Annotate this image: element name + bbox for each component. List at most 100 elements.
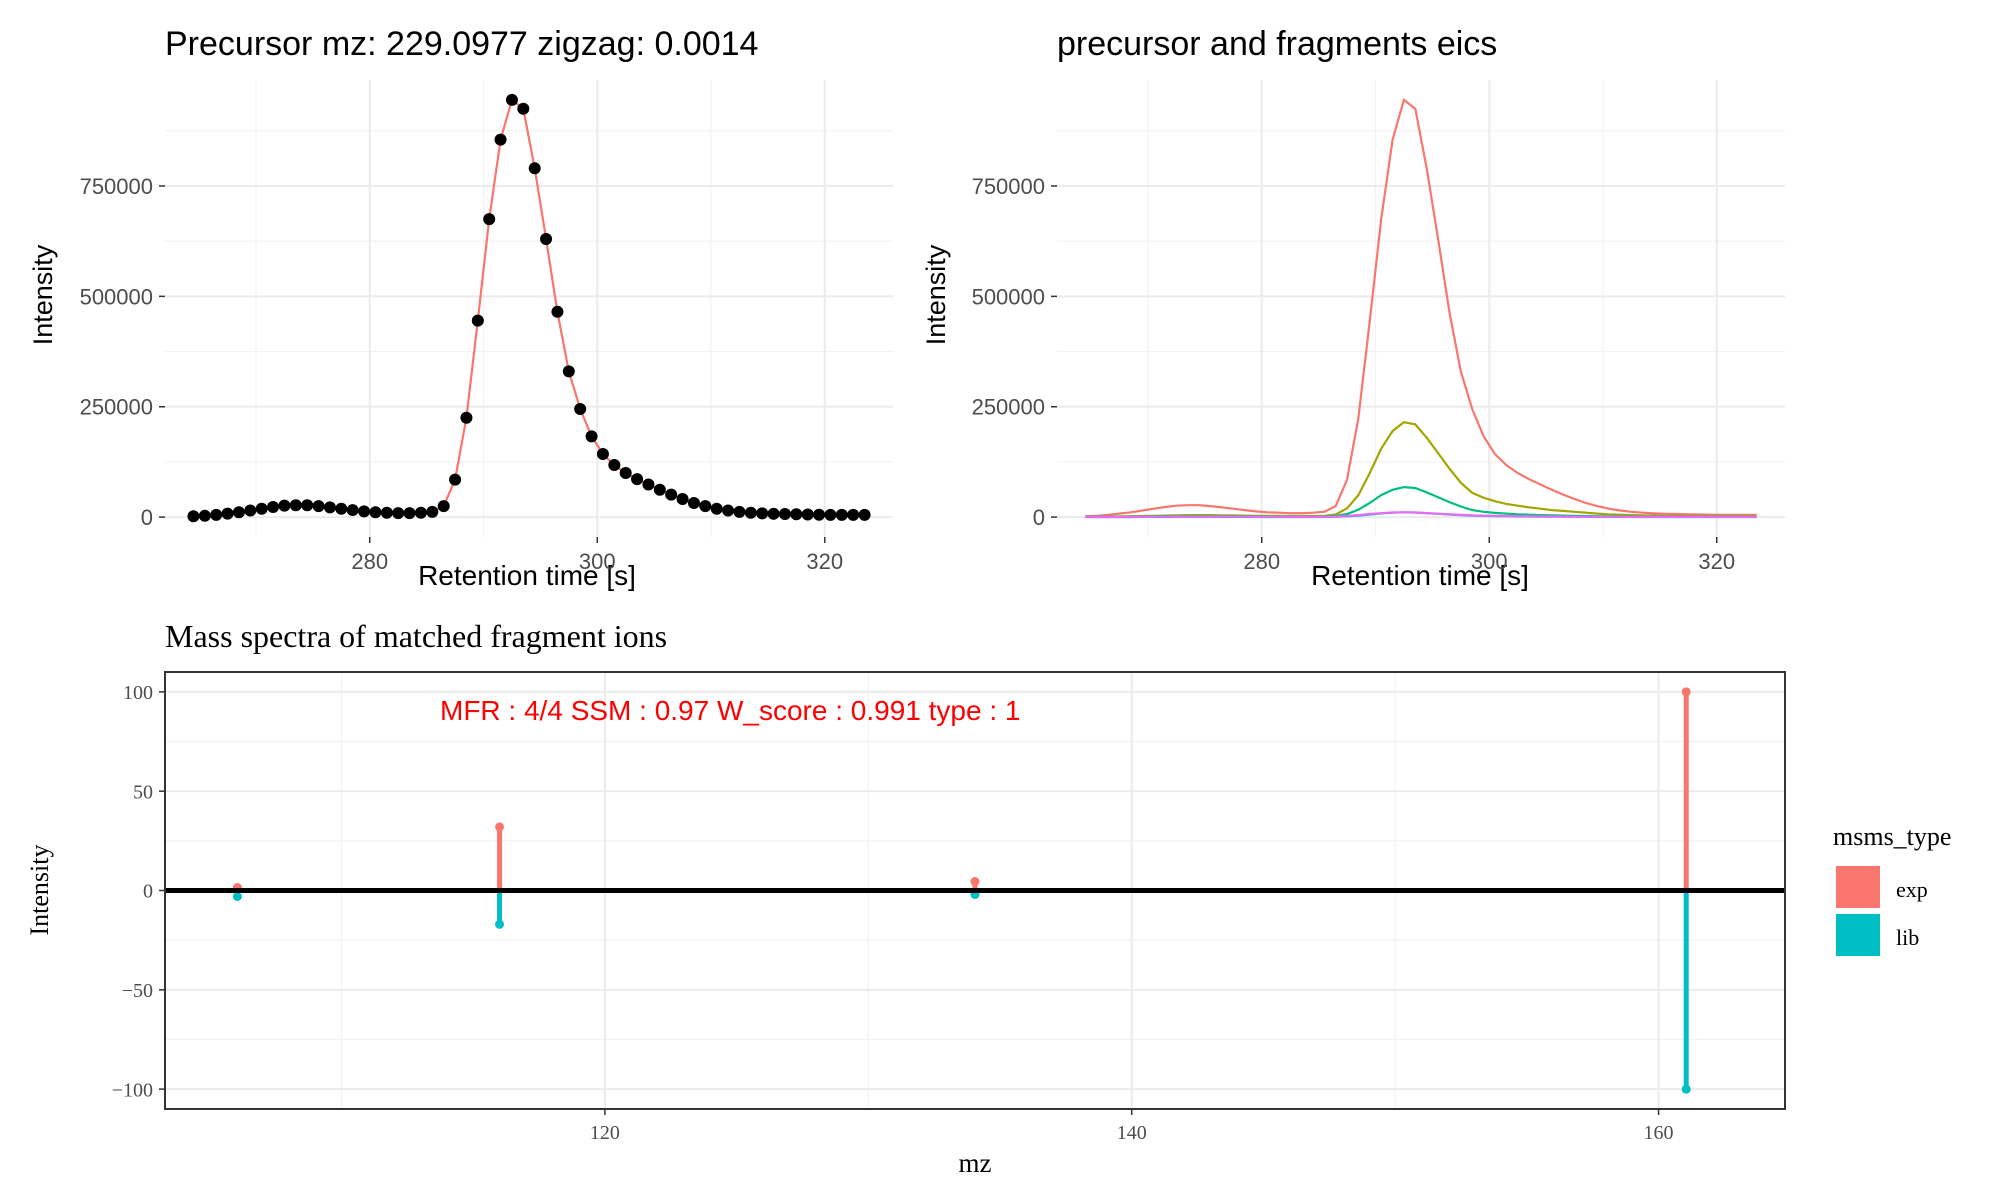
tick-labels: 280 300 320 0 250000 500000 750000: [80, 174, 844, 574]
y-tick-label: 250000: [80, 395, 153, 420]
lib-peak-point: [232, 891, 242, 901]
data-point: [585, 430, 598, 443]
data-point: [608, 459, 621, 472]
data-point: [517, 102, 530, 115]
data-point: [414, 506, 427, 519]
data-point: [323, 501, 336, 514]
y-tick-label: 500000: [972, 284, 1045, 309]
legend: msms_type exp lib: [1833, 822, 1951, 956]
data-point: [619, 466, 632, 479]
exp-peak-point: [970, 877, 980, 887]
data-point: [835, 508, 848, 521]
y-axis-title: Intensity: [28, 244, 58, 345]
data-point: [221, 507, 234, 520]
data-point: [267, 500, 280, 513]
data-point: [232, 506, 245, 519]
data-point: [722, 504, 735, 517]
data-point: [733, 505, 746, 518]
data-point: [255, 502, 268, 515]
x-axis-title: mz: [959, 1148, 992, 1178]
data-point: [824, 508, 837, 521]
tick-labels: 120 140 160 −100 −50 0 50 100: [112, 682, 1674, 1144]
data-point: [676, 493, 689, 506]
data-point: [187, 510, 200, 523]
y-tick-label: 100: [123, 682, 153, 704]
plot-marks: [165, 687, 1785, 1094]
data-point: [653, 483, 666, 496]
plot-marks: [1085, 98, 1757, 519]
data-point: [551, 305, 564, 318]
data-point: [562, 365, 575, 378]
y-tick-label: 0: [141, 505, 153, 530]
y-tick-label: 50: [133, 781, 153, 803]
y-axis-title: Intensity: [921, 244, 951, 345]
legend-label-lib: lib: [1896, 925, 1919, 950]
exp-peak-point: [1681, 687, 1691, 697]
y-tick-label: 0: [143, 881, 153, 903]
data-point: [198, 509, 211, 522]
data-point: [665, 488, 678, 501]
x-tick-label: 120: [590, 1122, 620, 1144]
data-point: [335, 502, 348, 515]
panel-border: [164, 671, 1786, 1110]
eic-series-line-5: [1085, 511, 1757, 519]
score-annotation: MFR : 4/4 SSM : 0.97 W_score : 0.991 typ…: [440, 695, 1020, 726]
data-point: [210, 508, 223, 521]
x-axis-title: Retention time [s]: [1311, 560, 1529, 591]
data-point: [687, 497, 700, 510]
panel-title: Mass spectra of matched fragment ions: [165, 618, 667, 654]
data-point: [471, 314, 484, 327]
data-point: [574, 402, 587, 415]
x-tick-label: 300: [579, 549, 616, 574]
data-point: [847, 508, 860, 521]
data-point: [289, 499, 302, 512]
data-point: [426, 505, 439, 518]
data-point: [312, 500, 325, 513]
data-point: [494, 133, 507, 146]
y-tick-label: 500000: [80, 284, 153, 309]
legend-title: msms_type: [1833, 822, 1951, 851]
exp-peak-point: [495, 822, 505, 832]
y-tick-label: 750000: [80, 174, 153, 199]
data-point: [790, 508, 803, 521]
mass-spectra-panel: Mass spectra of matched fragment ions In…: [25, 618, 1951, 1178]
data-point: [369, 506, 382, 519]
data-point: [699, 500, 712, 513]
x-tick-label: 160: [1644, 1122, 1674, 1144]
data-point: [596, 447, 609, 460]
y-tick-label: 0: [1033, 505, 1045, 530]
data-point: [801, 508, 814, 521]
x-tick-label: 140: [1117, 1122, 1147, 1144]
y-tick-label: 250000: [972, 395, 1045, 420]
x-tick-label: 300: [1471, 549, 1508, 574]
data-point: [392, 507, 405, 520]
x-tick-label: 320: [806, 549, 843, 574]
data-point: [403, 507, 416, 520]
data-point: [767, 507, 780, 520]
legend-label-exp: exp: [1896, 877, 1928, 902]
tick-labels: 280 300 320 0 250000 500000 750000: [972, 174, 1736, 574]
data-point: [346, 504, 359, 517]
data-point: [460, 411, 473, 424]
legend-key-exp: [1836, 866, 1880, 908]
data-point: [778, 508, 791, 521]
x-tick-label: 280: [351, 549, 388, 574]
data-point: [244, 504, 257, 517]
data-point: [278, 499, 291, 512]
eic-series-line-1: [1085, 98, 1757, 518]
data-point: [358, 505, 371, 518]
data-point: [528, 162, 541, 175]
x-tick-label: 320: [1698, 549, 1735, 574]
data-point: [301, 499, 314, 512]
data-point: [483, 213, 496, 226]
data-point: [437, 500, 450, 513]
plot-marks: [187, 93, 871, 523]
data-point: [449, 473, 462, 486]
y-tick-label: −100: [112, 1079, 153, 1101]
data-point: [756, 507, 769, 520]
y-tick-label: 750000: [972, 174, 1045, 199]
x-axis-title: Retention time [s]: [418, 560, 636, 591]
data-point: [813, 508, 826, 521]
legend-key-lib: [1836, 914, 1880, 956]
data-point: [744, 506, 757, 519]
